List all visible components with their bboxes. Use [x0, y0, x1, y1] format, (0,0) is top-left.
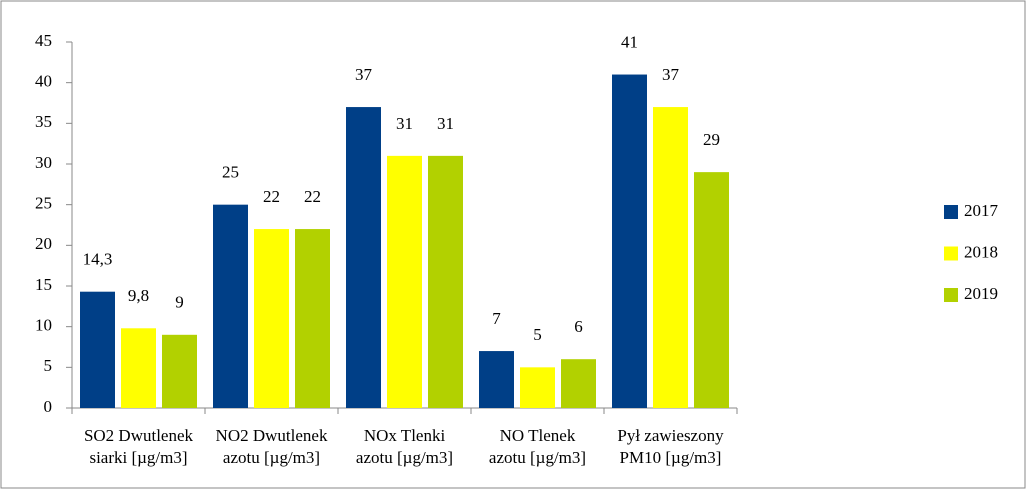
bar: [346, 107, 381, 409]
y-tick-label: 20: [35, 234, 52, 253]
value-label: 5: [533, 325, 542, 344]
value-label: 37: [662, 65, 680, 84]
bar: [213, 204, 248, 408]
legend-swatch: [944, 288, 958, 302]
y-tick-label: 15: [35, 275, 52, 294]
bar: [479, 351, 514, 408]
legend-swatch: [944, 246, 958, 261]
y-tick-label: 5: [44, 356, 53, 375]
y-tick-label: 35: [35, 112, 52, 131]
value-label: 31: [396, 114, 413, 133]
value-label: 22: [263, 187, 280, 206]
legend-swatch: [944, 205, 958, 219]
bar: [612, 74, 647, 409]
bar: [80, 291, 115, 408]
value-label: 25: [222, 163, 239, 182]
y-tick-label: 0: [44, 397, 53, 416]
value-label: 9: [175, 293, 184, 312]
y-tick-label: 25: [35, 194, 52, 213]
x-tick-label: NO2 Dwutlenek azotu [µg/m3]: [215, 426, 328, 467]
x-tick-label: Pył zawieszony PM10 [µg/m3]: [617, 426, 724, 467]
value-label: 37: [355, 65, 373, 84]
x-tick-label: NO Tlenek azotu [µg/m3]: [488, 426, 587, 467]
value-label: 22: [304, 187, 321, 206]
bar: [295, 229, 330, 408]
x-tick-label: NOx Tlenki azotu [µg/m3]: [355, 426, 454, 467]
value-label: 29: [703, 130, 720, 149]
bar: [428, 155, 463, 408]
value-label: 6: [574, 317, 583, 336]
bar: [162, 334, 197, 408]
bar: [387, 155, 422, 408]
legend-label: 2017: [964, 201, 999, 220]
bar: [121, 328, 156, 408]
bar: [694, 172, 729, 408]
legend-label: 2018: [964, 242, 998, 261]
y-tick-label: 45: [35, 31, 52, 50]
value-label: 9,8: [128, 286, 149, 305]
bar: [520, 367, 555, 408]
bar: [561, 359, 596, 408]
y-tick-label: 40: [35, 72, 52, 91]
y-tick-label: 30: [35, 153, 52, 172]
x-tick-label: SO2 Dwutlenek siarki [µg/m3]: [83, 426, 194, 467]
value-label: 41: [621, 32, 638, 51]
y-tick-label: 10: [35, 316, 52, 335]
value-label: 7: [492, 309, 501, 328]
value-label: 14,3: [83, 250, 113, 269]
value-label: 31: [437, 114, 454, 133]
bar: [653, 107, 688, 409]
bar: [254, 229, 289, 408]
legend-label: 2019: [964, 284, 998, 303]
